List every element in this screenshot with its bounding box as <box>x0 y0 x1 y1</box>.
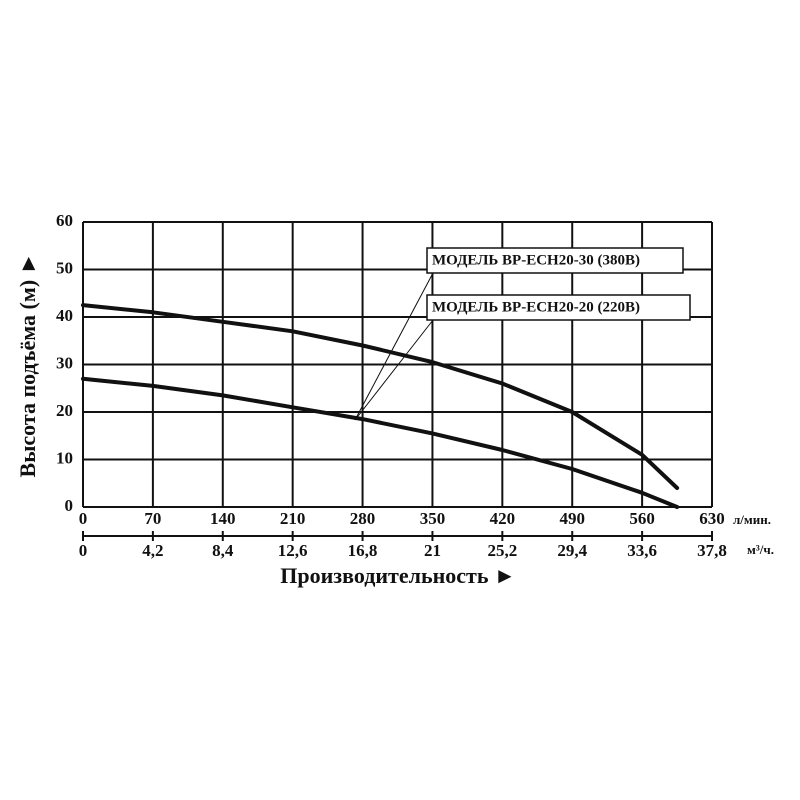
x2-tick-label: 29,4 <box>557 541 587 560</box>
x2-tick-label: 37,8 <box>697 541 727 560</box>
x2-tick-label: 4,2 <box>142 541 163 560</box>
x2-tick-label: 33,6 <box>627 541 657 560</box>
x2-tick-label: 8,4 <box>212 541 234 560</box>
x2-tick-label: 16,8 <box>348 541 378 560</box>
legend-box <box>426 294 691 321</box>
x-tick-label: 210 <box>280 509 306 528</box>
x2-tick-label: 0 <box>79 541 88 560</box>
x-unit: л/мин. <box>733 512 771 527</box>
x2-tick-label: 25,2 <box>487 541 517 560</box>
legend-label: МОДЕЛЬ BP-ECH20-20 (220B) <box>432 299 640 315</box>
legend-label: МОДЕЛЬ BP-ECH20-30 (380B) <box>432 252 640 268</box>
x-tick-label: 420 <box>490 509 516 528</box>
x-tick-label: 630 <box>699 509 725 528</box>
x-tick-label: 490 <box>559 509 585 528</box>
x2-tick-label: 21 <box>424 541 441 560</box>
y-tick-label: 50 <box>56 258 73 277</box>
x-tick-label: 280 <box>350 509 376 528</box>
leader-line <box>354 319 434 421</box>
y-tick-label: 60 <box>56 211 73 230</box>
y-tick-label: 10 <box>56 448 73 467</box>
x-tick-label: 0 <box>79 509 88 528</box>
x-tick-label: 70 <box>144 509 161 528</box>
x-axis-title: Производительность ► <box>280 563 515 588</box>
x-tick-label: 350 <box>420 509 446 528</box>
x-tick-label: 140 <box>210 509 236 528</box>
y-tick-label: 30 <box>56 353 73 372</box>
legend-box <box>426 247 684 274</box>
y-tick-label: 20 <box>56 401 73 420</box>
x2-tick-label: 12,6 <box>278 541 308 560</box>
series-line <box>81 376 680 509</box>
y-tick-label: 40 <box>56 306 73 325</box>
y-tick-label: 0 <box>65 496 74 515</box>
x2-unit: м³/ч. <box>747 542 774 557</box>
leader-line <box>354 272 434 421</box>
x-tick-label: 560 <box>629 509 655 528</box>
series-line <box>81 303 680 490</box>
y-axis-title: Высота подъёма (м) ► <box>15 253 40 478</box>
